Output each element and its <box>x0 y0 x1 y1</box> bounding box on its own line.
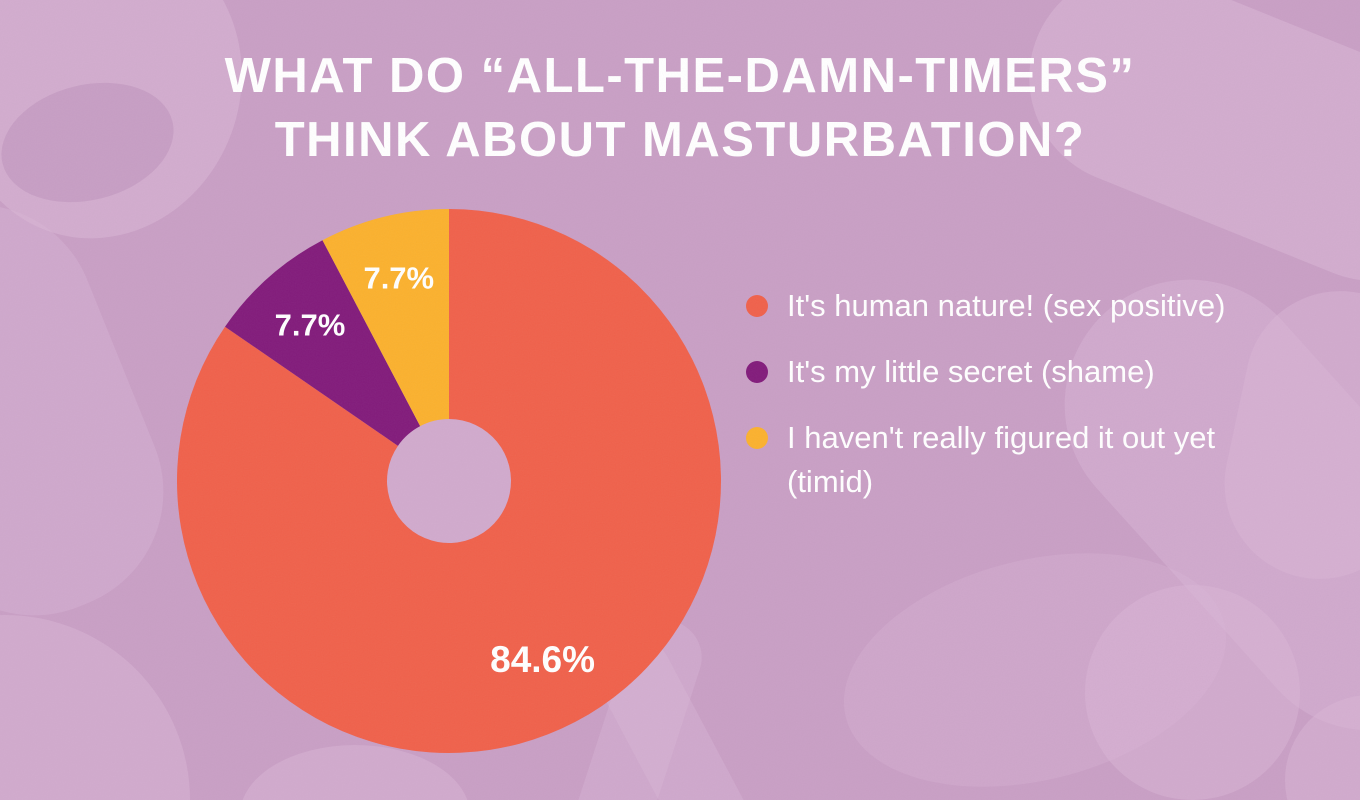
background-blob <box>1285 695 1360 800</box>
legend-label: I haven't really figured it out yet (tim… <box>787 420 1216 499</box>
donut-chart: 84.6% 7.7% 7.7% <box>176 209 721 753</box>
legend-swatch-icon <box>746 295 768 317</box>
chart-legend: It's human nature! (sex positive) It's m… <box>746 284 1286 526</box>
background-blob <box>819 516 1251 800</box>
chart-title-line2: THINK ABOUT MASTURBATION? <box>274 113 1086 167</box>
legend-swatch-icon <box>746 427 768 449</box>
legend-item-sex-positive: It's human nature! (sex positive) <box>746 284 1286 328</box>
slice-value-label: 7.7% <box>275 307 346 342</box>
legend-label: It's human nature! (sex positive) <box>787 288 1226 323</box>
background-blob <box>1085 585 1300 800</box>
legend-swatch-icon <box>746 361 768 383</box>
slice-value-label: 7.7% <box>363 261 434 296</box>
slice-value-label: 84.6% <box>490 639 595 680</box>
legend-label: It's my little secret (shame) <box>787 354 1155 389</box>
chart-title: WHAT DO “ALL-THE-DAMN-TIMERS” THINK ABOU… <box>0 44 1360 172</box>
chart-title-line1: WHAT DO “ALL-THE-DAMN-TIMERS” <box>224 49 1136 103</box>
legend-item-shame: It's my little secret (shame) <box>746 350 1286 394</box>
legend-item-timid: I haven't really figured it out yet (tim… <box>746 416 1286 504</box>
